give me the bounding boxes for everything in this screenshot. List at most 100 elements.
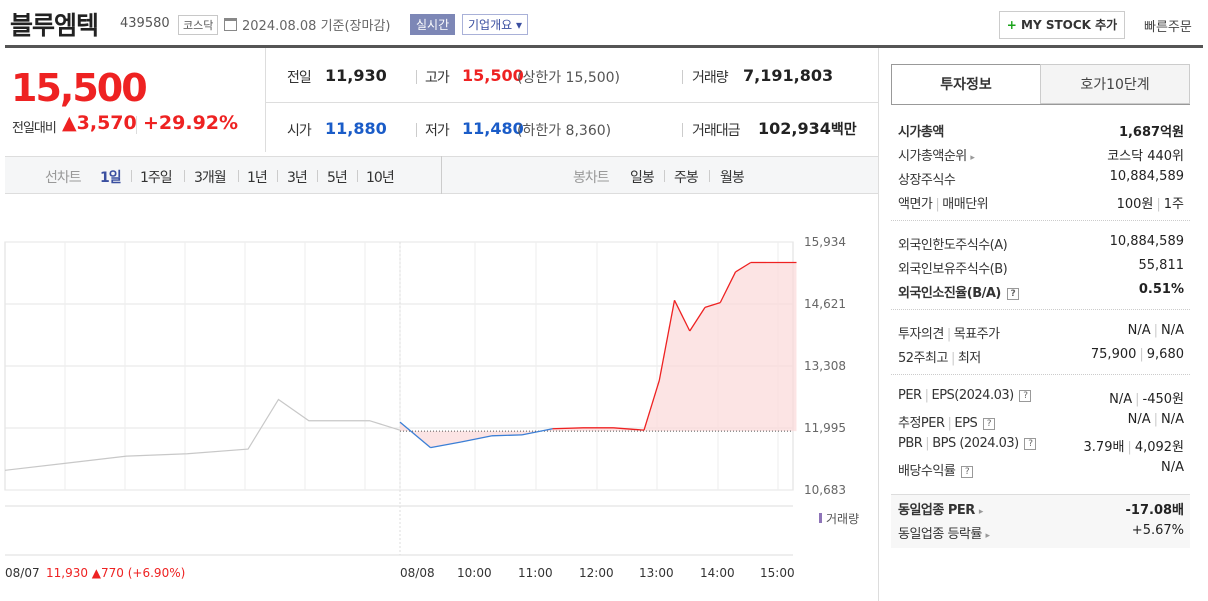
lower-limit: (하한가 8,360) <box>517 123 612 139</box>
price-line-segment <box>430 441 462 449</box>
divider <box>317 170 318 182</box>
help-icon[interactable]: ? <box>1006 287 1019 300</box>
y-tick-label: 13,308 <box>804 359 846 373</box>
tab-1year[interactable]: 1년 <box>247 170 268 186</box>
divider <box>891 309 1190 310</box>
price-line-segment <box>658 300 676 381</box>
pbr-row: PBR | BPS (2024.03) ? 3.79배 | 4,092원 <box>898 436 1184 455</box>
foreign-ratio-row: 외국인소진율(B/A) ? 0.51% <box>898 282 1184 301</box>
foreign-holding-row: 외국인보유주식수(B) 55,811 <box>898 258 1184 277</box>
x-tick-label: 11:00 <box>518 566 553 580</box>
prev-day-summary: 11,930 ▲770 (+6.90%) <box>46 566 185 580</box>
add-mystock-button[interactable]: + MY STOCK 추가 <box>999 11 1125 39</box>
tab-orderbook[interactable]: 호가10단계 <box>1040 64 1190 104</box>
x-tick-label: 13:00 <box>639 566 674 580</box>
y-tick-label: 11,995 <box>804 421 846 435</box>
divider <box>682 70 683 84</box>
calendar-icon <box>224 18 237 31</box>
price-line-segment <box>673 299 691 332</box>
tab-weekly-candle[interactable]: 주봉 <box>674 170 699 186</box>
upper-limit: (상한가 15,500) <box>517 70 621 86</box>
dividend-row: 배당수익률 ? N/A <box>898 460 1184 479</box>
help-icon[interactable]: ? <box>1019 389 1032 402</box>
amount-label: 거래대금 <box>692 123 741 139</box>
volume-legend-label: 거래량 <box>826 512 859 526</box>
prev-close-label: 전일 <box>287 70 312 86</box>
per-row: PER | EPS(2024.03) ? N/A | -450원 <box>898 388 1184 407</box>
est-per-row: 추정PER | EPS ? N/A | N/A <box>898 412 1184 431</box>
tab-invest-info[interactable]: 투자정보 <box>891 64 1041 104</box>
current-price: 15,500 <box>11 66 148 110</box>
tab-10year[interactable]: 10년 <box>366 170 395 186</box>
low-label: 저가 <box>425 123 450 139</box>
base-date: 2024.08.08 기준(장마감) <box>242 19 391 34</box>
price-line-segment <box>399 421 431 449</box>
prev-day-line <box>4 398 401 471</box>
tab-1day[interactable]: 1일 <box>100 170 122 186</box>
tab-monthly-candle[interactable]: 월봉 <box>720 170 745 186</box>
x-tick-label: 08/08 <box>400 566 435 580</box>
x-tick-label: 12:00 <box>579 566 614 580</box>
chevron-right-icon: ▸ <box>978 507 984 517</box>
price-line-segment <box>460 435 492 443</box>
price-line-segment <box>613 427 645 431</box>
divider <box>891 104 1190 105</box>
price-area <box>400 262 797 448</box>
stock-name: 블루엠텍 <box>10 11 99 40</box>
divider <box>416 70 417 84</box>
x-tick-label: 15:00 <box>760 566 795 580</box>
divider <box>277 170 278 182</box>
price-line-segment <box>689 307 706 332</box>
y-tick-label: 14,621 <box>804 297 846 311</box>
price-line-segment <box>735 261 752 273</box>
help-icon[interactable]: ? <box>960 465 973 478</box>
divider <box>357 170 358 182</box>
company-info-dropdown[interactable]: 기업개요 ▾ <box>462 14 528 35</box>
help-icon[interactable]: ? <box>982 417 995 430</box>
up-arrow-icon: ▲ <box>62 112 77 134</box>
divider <box>891 220 1190 221</box>
prev-day-label: 08/07 <box>5 566 40 580</box>
price-line-segment <box>521 428 553 436</box>
tab-daily-candle[interactable]: 일봉 <box>630 170 655 186</box>
tab-3month[interactable]: 3개월 <box>194 170 227 186</box>
divider <box>682 123 683 137</box>
realtime-button[interactable]: 실시간 <box>410 14 456 35</box>
x-tick-label: 14:00 <box>700 566 735 580</box>
volume-value: 7,191,803 <box>743 66 834 85</box>
divider <box>891 374 1190 375</box>
tab-3year[interactable]: 3년 <box>287 170 308 186</box>
divider <box>441 156 442 194</box>
divider <box>265 48 266 152</box>
divider <box>664 170 665 182</box>
tab-5year[interactable]: 5년 <box>327 170 348 186</box>
52week-row: 52주최고 | 최저 75,900 | 9,680 <box>898 347 1184 366</box>
chevron-right-icon: ▸ <box>970 153 975 163</box>
price-chart[interactable]: 15,934 14,621 13,308 11,995 10,683 거래량 08/08 10… <box>0 196 878 601</box>
quick-order-link[interactable]: 빠른주문 <box>1144 20 1192 35</box>
help-icon[interactable]: ? <box>1024 437 1037 450</box>
price-line-segment <box>491 434 523 437</box>
price-line-segment <box>704 302 721 308</box>
divider <box>878 48 879 601</box>
industry-change-row[interactable]: 동일업종 등락률 ▸ +5.67% <box>898 523 1184 542</box>
market-badge: 코스닥 <box>178 15 219 35</box>
open-value: 11,880 <box>325 119 387 138</box>
tab-1week[interactable]: 1주일 <box>140 170 173 186</box>
divider <box>709 170 710 182</box>
high-label: 고가 <box>425 70 450 86</box>
price-line-segment <box>643 380 660 431</box>
market-cap-rank-row[interactable]: 시가총액순위 ▸ 코스닥 440위 <box>898 149 1184 164</box>
plus-icon: + <box>1006 18 1017 32</box>
y-tick-label: 10,683 <box>804 483 846 497</box>
divider <box>131 170 132 182</box>
listed-shares-row: 상장주식수 10,884,589 <box>898 169 1184 188</box>
chevron-right-icon: ▸ <box>985 531 991 541</box>
opinion-row: 투자의견 | 목표주가 N/A | N/A <box>898 323 1184 342</box>
divider <box>416 123 417 137</box>
high-value: 15,500 <box>462 66 524 85</box>
volume-legend-swatch <box>819 513 822 523</box>
industry-box <box>891 494 1190 548</box>
x-tick-label: 10:00 <box>457 566 492 580</box>
industry-per-row[interactable]: 동일업종 PER ▸ -17.08배 <box>898 503 1184 518</box>
